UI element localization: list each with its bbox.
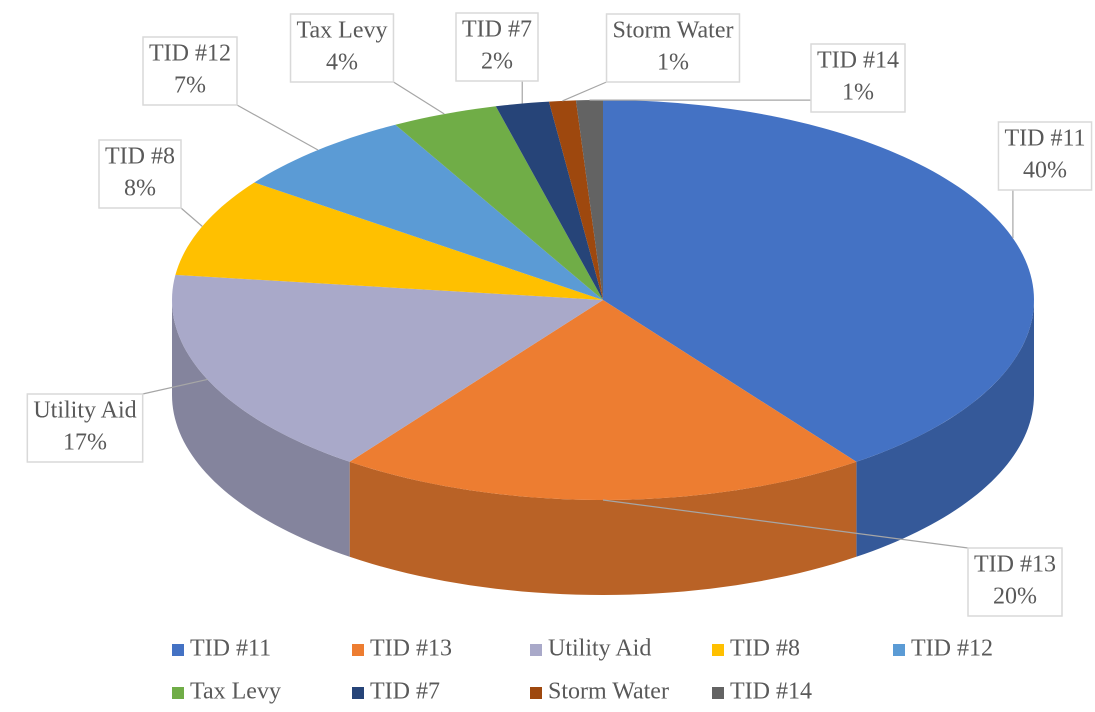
label-box <box>142 36 238 106</box>
leader-line <box>236 104 319 151</box>
label-name: TID #14 <box>817 48 899 74</box>
slice-side <box>172 300 350 557</box>
pie-slice <box>175 182 603 300</box>
pie-slice <box>575 100 603 300</box>
label-box <box>810 43 906 113</box>
label-value: 4% <box>326 50 358 76</box>
data-labels: TID #11 40% TID #13 20% Utility Aid 17% TID #8… <box>26 12 1093 617</box>
leader-line <box>142 378 208 395</box>
pie-sides <box>172 300 1034 595</box>
legend: TID #11 TID #13 Utility Aid TID #8 TID #12 Ta… <box>172 636 993 705</box>
label-box <box>455 12 539 82</box>
legend-label: Utility Aid <box>548 636 651 662</box>
legend-label: TID #14 <box>730 679 812 705</box>
label-name: TID #8 <box>105 144 175 170</box>
legend-label: TID #7 <box>370 679 440 705</box>
leader-line <box>562 81 607 102</box>
label-box <box>289 13 395 83</box>
label-value: 1% <box>842 80 874 106</box>
label-box <box>967 547 1063 617</box>
legend-label: Tax Levy <box>190 679 281 705</box>
label-value: 1% <box>657 50 689 76</box>
label-value: 7% <box>174 73 206 99</box>
legend-label: Storm Water <box>548 679 669 705</box>
legend-label: TID #11 <box>190 636 271 662</box>
label-name: TID #12 <box>149 41 231 67</box>
legend-label: TID #13 <box>370 636 452 662</box>
label-value: 40% <box>1023 158 1067 184</box>
label-value: 20% <box>993 584 1037 610</box>
label-name: Utility Aid <box>33 398 136 424</box>
label-box <box>605 13 741 83</box>
label-box <box>26 393 144 463</box>
leader-line <box>393 81 445 115</box>
pie-slice <box>603 100 1034 462</box>
legend-swatch <box>352 687 364 699</box>
legend-swatch <box>712 644 724 656</box>
label-name: TID #13 <box>974 552 1056 578</box>
legend-swatch <box>530 687 542 699</box>
legend-swatch <box>172 687 184 699</box>
label-name: Tax Levy <box>297 18 388 44</box>
leader-line <box>602 499 969 549</box>
legend-label: TID #8 <box>730 636 800 662</box>
slice-side <box>349 461 857 595</box>
label-name: TID #11 <box>1004 126 1085 152</box>
leader-line <box>180 207 203 227</box>
label-name: TID #7 <box>462 17 532 43</box>
label-box <box>98 139 182 209</box>
legend-swatch <box>172 644 184 656</box>
label-value: 17% <box>63 430 107 456</box>
slice-side <box>856 300 1034 557</box>
label-value: 2% <box>481 49 513 75</box>
pie-slice <box>495 101 603 300</box>
legend-swatch <box>352 644 364 656</box>
pie-slice <box>548 100 603 300</box>
pie-slice <box>172 274 603 462</box>
pie-tops <box>172 100 1034 500</box>
legend-swatch <box>712 687 724 699</box>
pie-slice <box>254 124 604 300</box>
label-value: 8% <box>124 176 156 202</box>
legend-swatch <box>530 644 542 656</box>
label-name: Storm Water <box>613 18 734 44</box>
legend-label: TID #12 <box>911 636 993 662</box>
pie-slice <box>349 300 857 500</box>
pie-slice <box>395 106 603 300</box>
legend-swatch <box>893 644 905 656</box>
label-box <box>997 121 1093 191</box>
